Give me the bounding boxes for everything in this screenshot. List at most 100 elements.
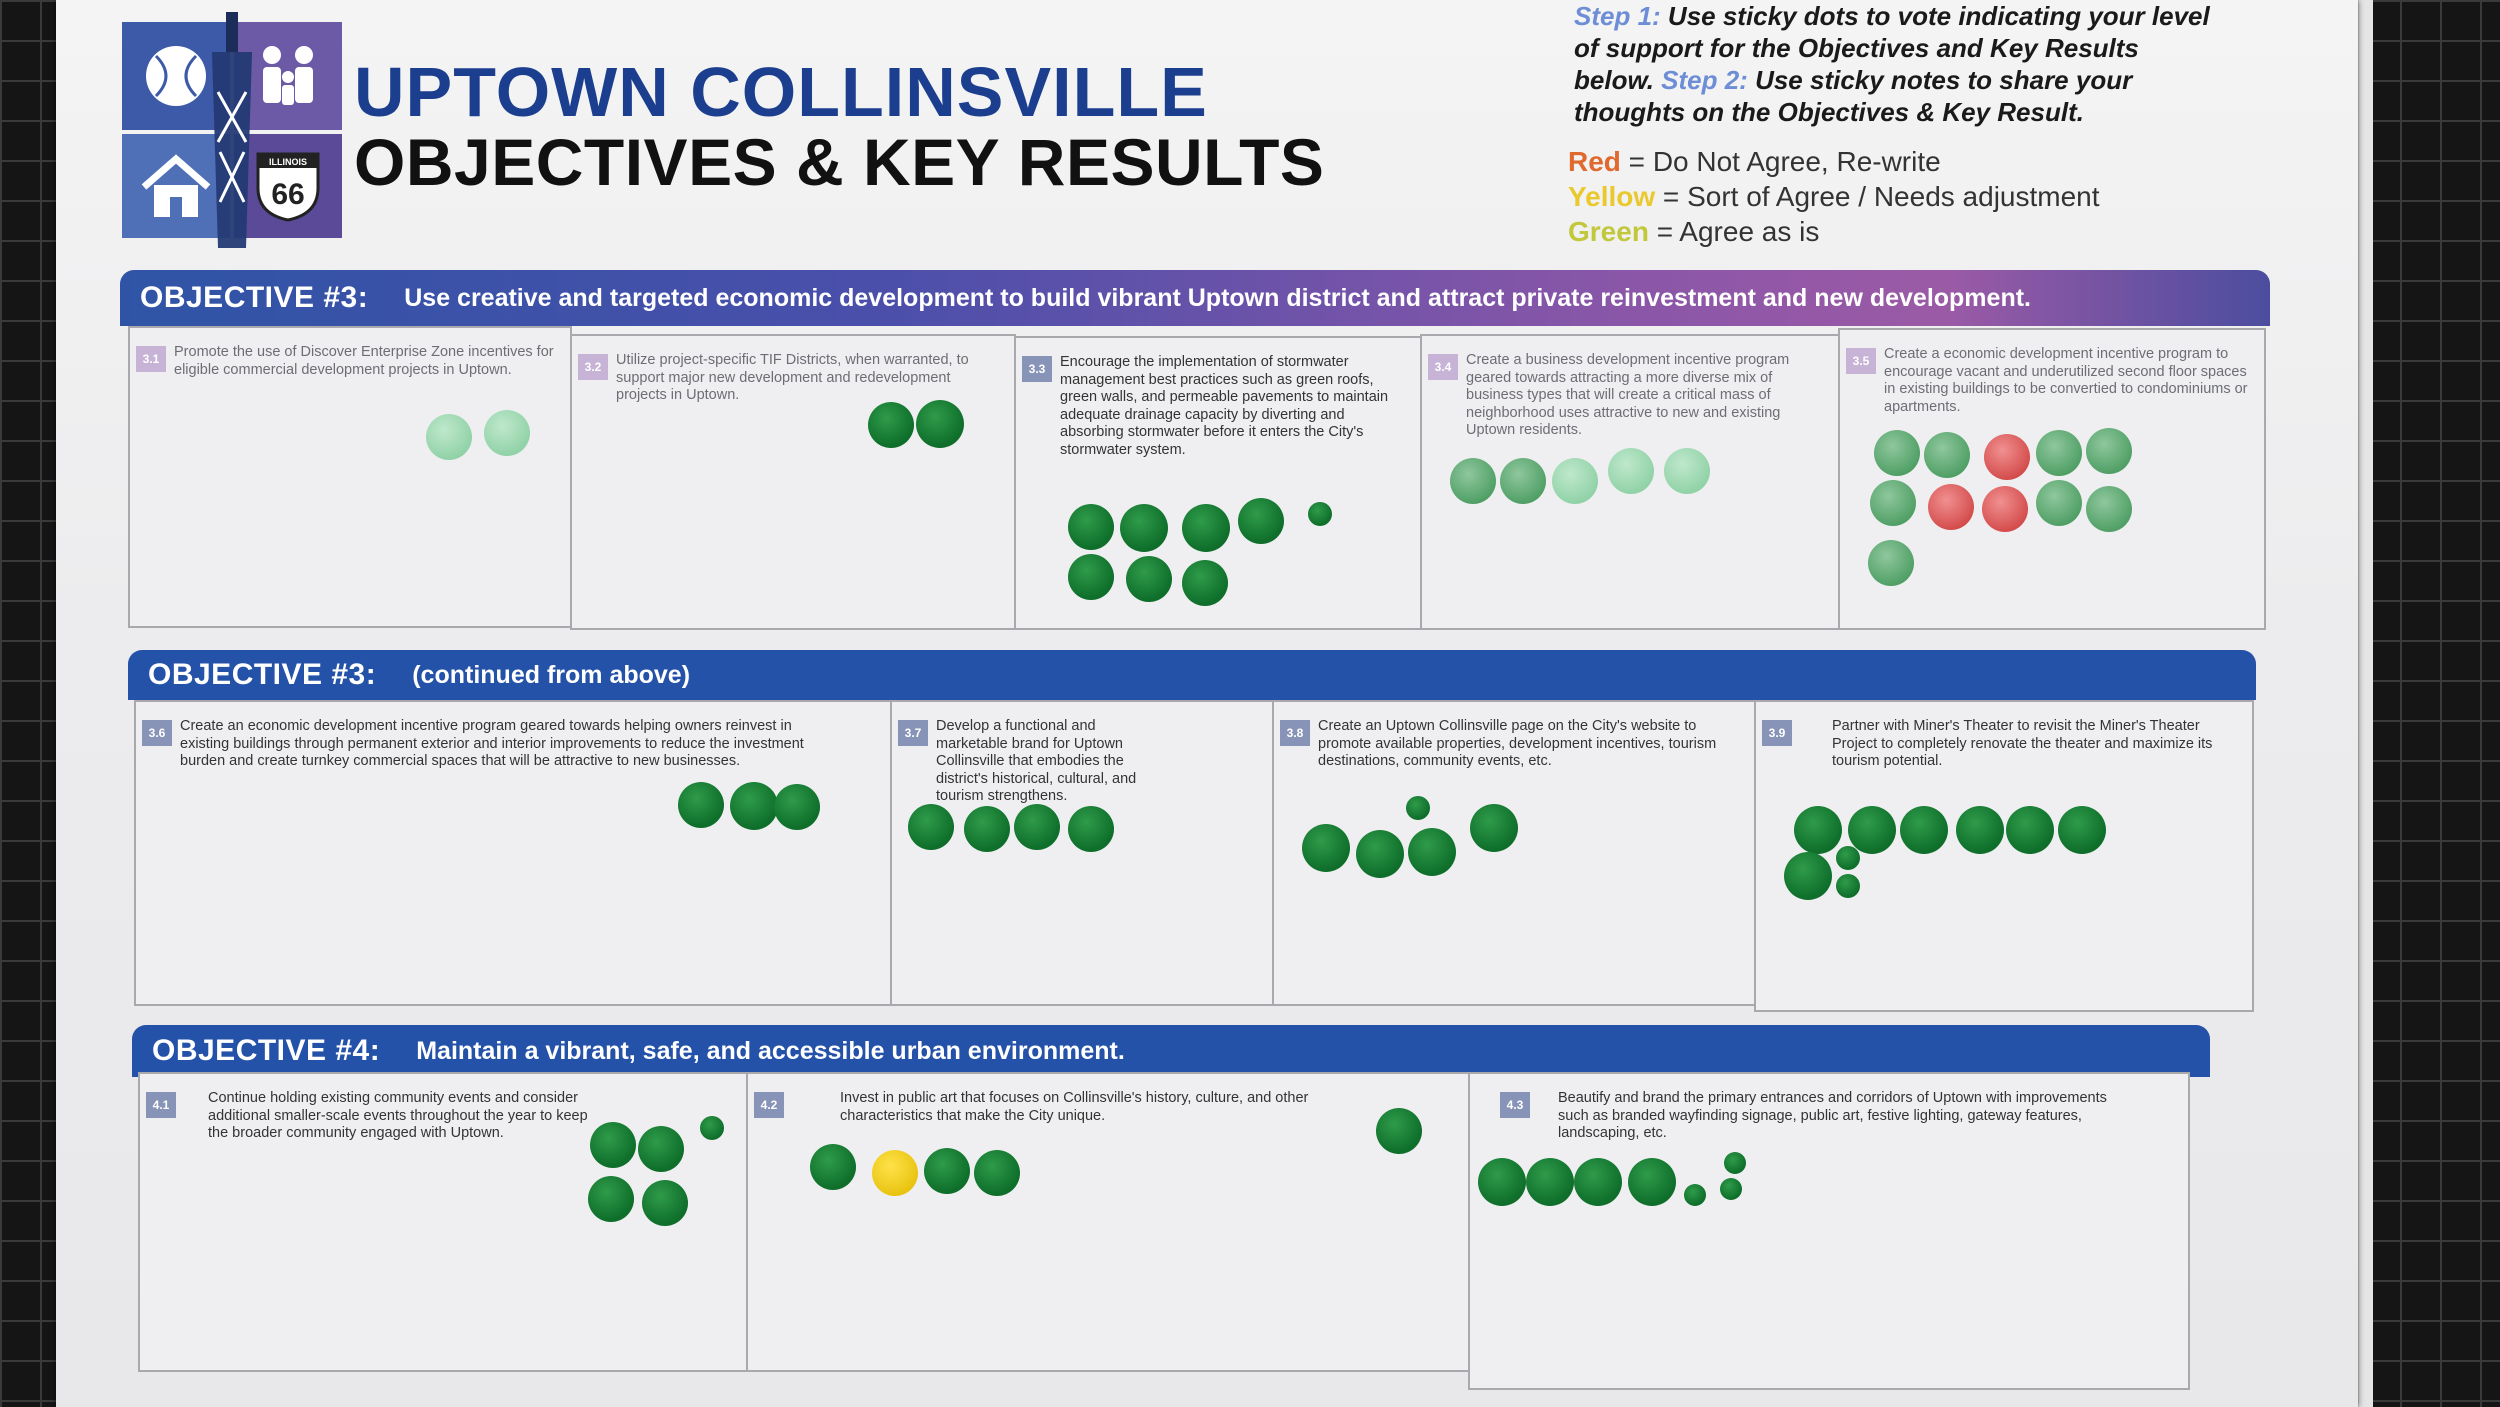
vote-dot-green bbox=[1470, 804, 1518, 852]
objective-number: OBJECTIVE #3: bbox=[148, 658, 377, 691]
vote-dot-green-small bbox=[1836, 874, 1860, 898]
vote-dot-green bbox=[1182, 560, 1228, 606]
vote-dot-yellow bbox=[872, 1150, 918, 1196]
key-result-3-6: 3.6 Create an economic development incen… bbox=[134, 700, 892, 1006]
vote-dot-green bbox=[730, 782, 778, 830]
vote-dot-green bbox=[1574, 1158, 1622, 1206]
vote-dot-green bbox=[1408, 828, 1456, 876]
vote-dot-green bbox=[638, 1126, 684, 1172]
vote-dot-green bbox=[924, 1148, 970, 1194]
vote-dot-green bbox=[1870, 480, 1916, 526]
vote-dot-green bbox=[974, 1150, 1020, 1196]
key-result-text: Encourage the implementation of stormwat… bbox=[1060, 354, 1389, 458]
objective-3-continued-bar: OBJECTIVE #3: (continued from above) bbox=[128, 650, 2256, 700]
key-result-text: Beautify and brand the primary entrances… bbox=[1558, 1090, 2107, 1141]
shield-route-number: 66 bbox=[271, 178, 304, 211]
objective-text: Use creative and targeted economic devel… bbox=[404, 283, 2031, 312]
vote-dot-green bbox=[2036, 480, 2082, 526]
key-result-badge: 4.3 bbox=[1500, 1092, 1530, 1118]
voting-instructions: Step 1: Use sticky dots to vote indicati… bbox=[1574, 0, 2214, 128]
vote-dot-green-small bbox=[1308, 502, 1332, 526]
vote-dot-green bbox=[2086, 486, 2132, 532]
legend-green-label: Green bbox=[1568, 216, 1649, 247]
key-result-4-3: 4.3 Beautify and brand the primary entra… bbox=[1468, 1072, 2190, 1390]
vote-dot-green bbox=[2086, 428, 2132, 474]
vote-dot-green bbox=[1794, 806, 1842, 854]
vote-dot-green bbox=[1126, 556, 1172, 602]
vote-dot-green bbox=[590, 1122, 636, 1168]
key-result-3-4: 3.4 Create a business development incent… bbox=[1420, 334, 1842, 630]
key-result-badge: 3.4 bbox=[1428, 354, 1458, 380]
vote-dot-green bbox=[1450, 458, 1496, 504]
vote-dot-green bbox=[1478, 1158, 1526, 1206]
key-result-badge: 4.2 bbox=[754, 1092, 784, 1118]
vote-dot-green-small bbox=[1684, 1184, 1706, 1206]
vote-dot-green bbox=[1608, 448, 1654, 494]
underlying-sheet-edge bbox=[2358, 0, 2373, 1407]
legend-green-text: = Agree as is bbox=[1648, 216, 1820, 247]
water-tower-icon bbox=[212, 12, 252, 248]
key-result-badge: 3.9 bbox=[1762, 720, 1792, 746]
step2-text: Use sticky notes to share your thoughts … bbox=[1574, 65, 2133, 127]
vote-dot-green-small bbox=[1836, 846, 1860, 870]
vote-dot-green-small bbox=[1724, 1152, 1746, 1174]
city-logo: ILLINOIS 66 bbox=[122, 12, 342, 248]
key-result-3-2: 3.2 Utilize project-specific TIF Distric… bbox=[570, 334, 1016, 630]
vote-dot-green bbox=[1376, 1108, 1422, 1154]
vote-dot-green bbox=[1628, 1158, 1676, 1206]
vote-dot-green bbox=[642, 1180, 688, 1226]
vote-dot-green bbox=[916, 400, 964, 448]
key-result-badge: 3.2 bbox=[578, 354, 608, 380]
vote-dot-green bbox=[1526, 1158, 1574, 1206]
step1-text: Use sticky dots to vote indicating your … bbox=[1574, 1, 2210, 95]
key-result-text: Create a economic development incentive … bbox=[1884, 346, 2248, 415]
family-icon bbox=[234, 22, 342, 130]
vote-dot-green bbox=[1068, 554, 1114, 600]
vote-dot-green bbox=[868, 402, 914, 448]
key-result-text: Create an Uptown Collinsville page on th… bbox=[1318, 718, 1717, 769]
vote-dot-green bbox=[2036, 430, 2082, 476]
objective-text: (continued from above) bbox=[412, 660, 691, 689]
key-result-badge: 3.3 bbox=[1022, 356, 1052, 382]
vote-dot-green bbox=[1900, 806, 1948, 854]
key-result-badge: 3.5 bbox=[1846, 348, 1876, 374]
vote-dot-green-small bbox=[1406, 796, 1430, 820]
vote-dot-green bbox=[964, 806, 1010, 852]
vote-dot-green bbox=[426, 414, 472, 460]
vote-dot-green bbox=[2006, 806, 2054, 854]
key-result-3-9: 3.9 Partner with Miner's Theater to revi… bbox=[1754, 700, 2254, 1012]
vote-dot-green bbox=[908, 804, 954, 850]
house-icon bbox=[122, 134, 230, 238]
vote-dot-green bbox=[678, 782, 724, 828]
vote-dot-green bbox=[1848, 806, 1896, 854]
vote-dot-green bbox=[1120, 504, 1168, 552]
vote-dot-green bbox=[1924, 432, 1970, 478]
vote-dot-green bbox=[1068, 806, 1114, 852]
key-result-3-3: 3.3 Encourage the implementation of stor… bbox=[1014, 336, 1422, 630]
step1-label: Step 1: bbox=[1574, 1, 1661, 31]
key-result-badge: 4.1 bbox=[146, 1092, 176, 1118]
key-result-text: Utilize project-specific TIF Districts, … bbox=[616, 352, 969, 403]
key-result-text: Continue holding existing community even… bbox=[208, 1090, 588, 1141]
legend-yellow-text: = Sort of Agree / Needs adjustment bbox=[1655, 181, 2100, 212]
vote-dot-green bbox=[1784, 852, 1832, 900]
legend-red-label: Red bbox=[1568, 146, 1621, 177]
vote-dot-green bbox=[1956, 806, 2004, 854]
vote-dot-green bbox=[774, 784, 820, 830]
vote-dot-green bbox=[1238, 498, 1284, 544]
vote-dot-green bbox=[1664, 448, 1710, 494]
key-result-badge: 3.7 bbox=[898, 720, 928, 746]
vote-dot-green bbox=[1874, 430, 1920, 476]
vote-dot-green bbox=[484, 410, 530, 456]
page-title-line2: OBJECTIVES & KEY RESULTS bbox=[354, 125, 1325, 199]
color-legend: Red = Do Not Agree, Re-write Yellow = So… bbox=[1568, 144, 2100, 249]
vote-dot-red bbox=[1984, 434, 2030, 480]
step2-label: Step 2: bbox=[1661, 65, 1748, 95]
route-66-shield-icon: ILLINOIS 66 bbox=[234, 134, 342, 238]
key-result-badge: 3.8 bbox=[1280, 720, 1310, 746]
vote-dot-green bbox=[1868, 540, 1914, 586]
objective-number: OBJECTIVE #3: bbox=[140, 281, 369, 314]
vote-dot-red bbox=[1982, 486, 2028, 532]
vote-dot-green bbox=[1302, 824, 1350, 872]
key-result-text: Partner with Miner's Theater to revisit … bbox=[1832, 718, 2213, 769]
